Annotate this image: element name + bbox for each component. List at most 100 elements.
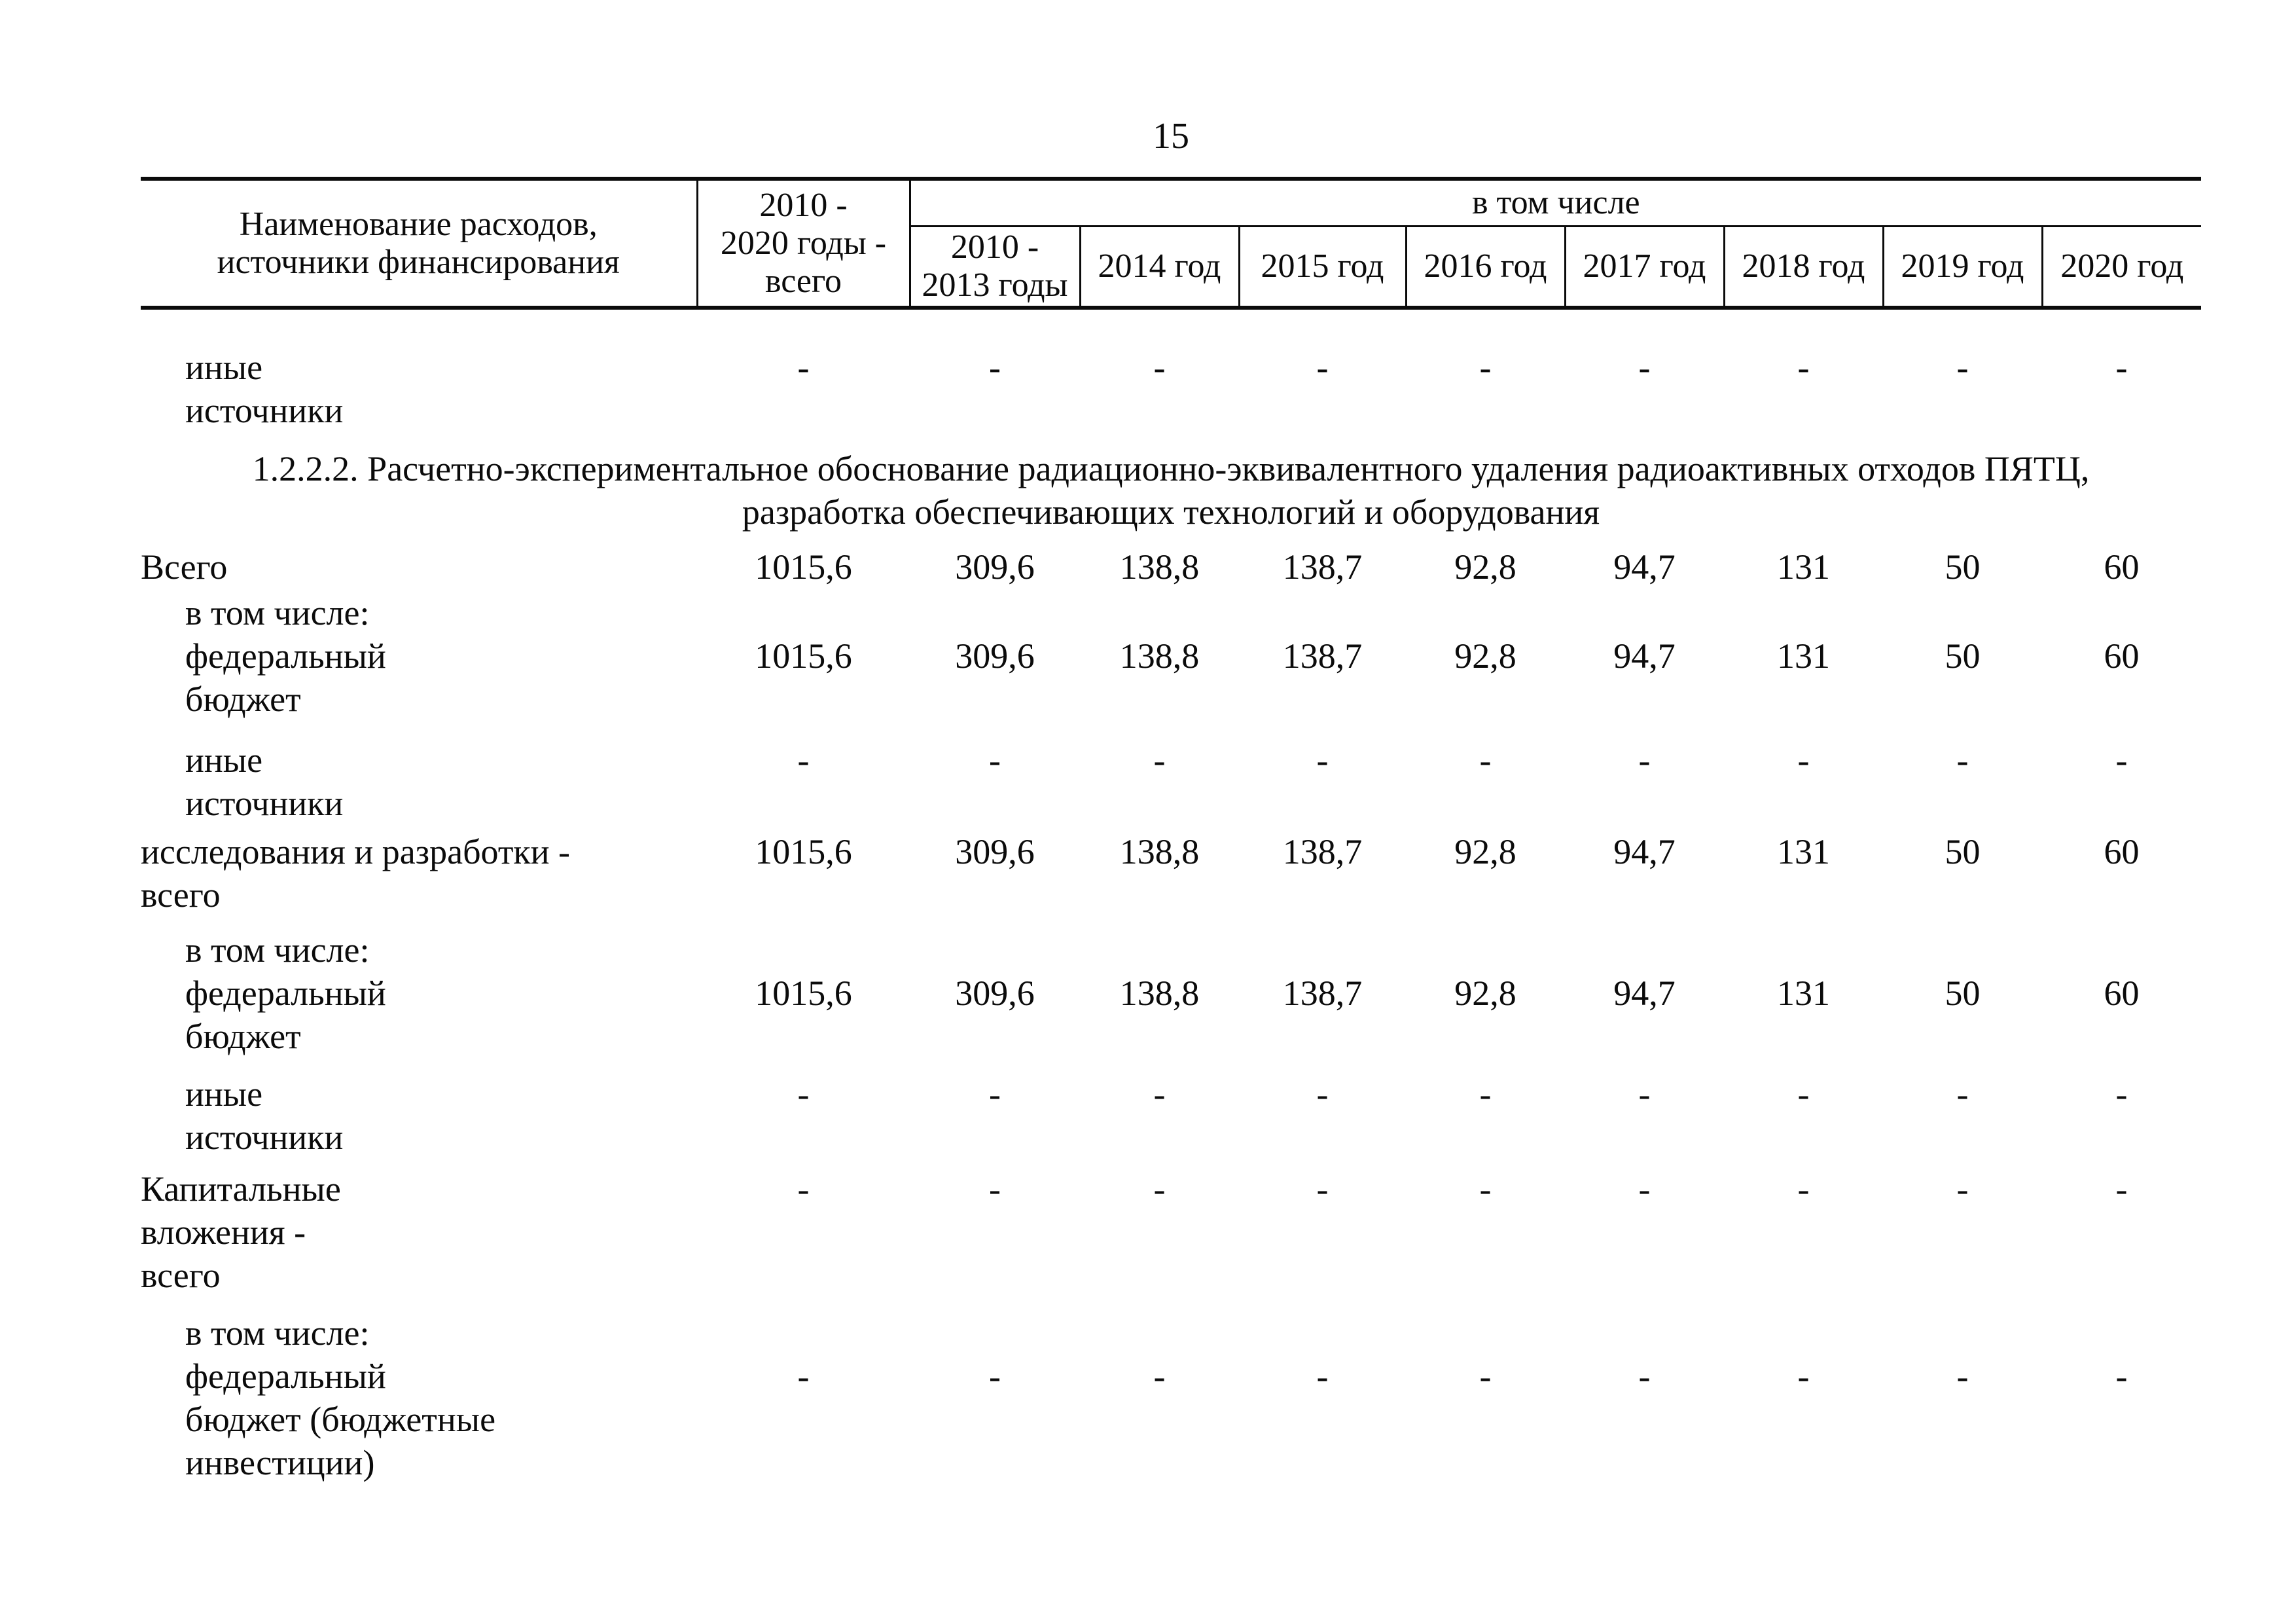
column-header-line: 2010 - — [759, 186, 848, 224]
row-value: - — [1153, 740, 1166, 780]
column-header-2015: 2015 год — [1239, 226, 1407, 308]
column-header-line: источники финансирования — [217, 243, 620, 281]
row-value: 131 — [1777, 832, 1830, 871]
row-value: 50 — [1945, 832, 1981, 871]
row-value: 1015,6 — [755, 974, 852, 1013]
row-value: - — [989, 348, 1001, 387]
row-value: 138,8 — [1119, 832, 1200, 871]
table-row: в том числе: федеральный бюджет 1015,6 309,6… — [141, 928, 2201, 1058]
row-value: 138,7 — [1282, 547, 1363, 587]
row-value: - — [2115, 348, 2128, 387]
row-label-line: исследования и разработки - — [141, 832, 571, 871]
row-value: 138,7 — [1282, 636, 1363, 676]
row-value: - — [797, 348, 810, 387]
column-header-2014: 2014 год — [1080, 226, 1240, 308]
row-value: - — [1638, 1074, 1651, 1114]
row-value: - — [1797, 1357, 1810, 1396]
row-value: - — [1153, 1169, 1166, 1209]
row-value: 92,8 — [1454, 547, 1516, 587]
row-label-line: иные — [185, 348, 263, 387]
column-header-2019: 2019 год — [1883, 226, 2043, 308]
row-value: - — [1956, 1357, 1969, 1396]
row-label: Капитальные вложения - всего — [141, 1167, 697, 1297]
row-value: 94,7 — [1613, 974, 1676, 1013]
row-label-line: источники — [185, 391, 344, 430]
expenses-table-header: Наименование расходов, источники финанси… — [141, 177, 2202, 310]
row-value: - — [1797, 1169, 1810, 1209]
row-value: - — [1956, 1074, 1969, 1114]
row-value: - — [2115, 1357, 2128, 1396]
column-header-line: 2020 годы - — [720, 224, 887, 262]
row-label-line: федеральный — [185, 1357, 386, 1396]
column-header-2010-2013: 2010 - 2013 годы — [910, 226, 1081, 308]
row-value: - — [1638, 740, 1651, 780]
row-value: - — [1316, 740, 1329, 780]
row-value: - — [989, 1169, 1001, 1209]
row-label: иные источники — [141, 346, 697, 432]
row-value: - — [1956, 348, 1969, 387]
row-label-line: вложения - — [141, 1213, 306, 1252]
row-value: 92,8 — [1454, 832, 1516, 871]
column-header-line: всего — [764, 262, 842, 300]
row-value: 60 — [2104, 832, 2140, 871]
row-label-line: бюджет (бюджетные — [185, 1400, 496, 1439]
row-value: - — [1638, 1169, 1651, 1209]
row-label: Всего — [141, 545, 697, 589]
section-heading-line: 1.2.2.2. Расчетно-экспериментальное обос… — [252, 449, 2090, 488]
table-row: иные источники - - - - - - - - - — [141, 739, 2201, 825]
section-heading-line: разработка обеспечивающих технологий и о… — [742, 492, 1600, 532]
row-value: 92,8 — [1454, 636, 1516, 676]
row-label-line: инвестиции) — [185, 1443, 375, 1482]
row-value: - — [1316, 1169, 1329, 1209]
row-value: 60 — [2104, 636, 2140, 676]
row-value: 138,7 — [1282, 832, 1363, 871]
column-header-2016: 2016 год — [1406, 226, 1566, 308]
row-value: - — [1316, 1074, 1329, 1114]
row-value: - — [1153, 1074, 1166, 1114]
table-row: в том числе: федеральный бюджет (бюджетные… — [141, 1311, 2201, 1484]
row-value: 138,8 — [1119, 636, 1200, 676]
row-value: - — [1479, 740, 1492, 780]
row-value: 1015,6 — [755, 547, 852, 587]
row-value: - — [2115, 1169, 2128, 1209]
row-label-line: источники — [185, 1118, 344, 1157]
row-value: - — [797, 1357, 810, 1396]
row-label-line: иные — [185, 740, 263, 780]
row-value: 50 — [1945, 547, 1981, 587]
column-header-line: Наименование расходов, — [239, 205, 598, 243]
row-label: иные источники — [141, 739, 697, 825]
table-row: иные источники - - - - - - - - - — [141, 346, 2201, 432]
row-label-line: в том числе: — [185, 930, 370, 970]
row-value: - — [2115, 740, 2128, 780]
row-label-line: всего — [141, 1256, 221, 1295]
row-value: - — [1479, 1357, 1492, 1396]
column-header-line: 2013 годы — [922, 266, 1068, 304]
row-value: - — [797, 740, 810, 780]
row-value: - — [1797, 348, 1810, 387]
row-label-line: в том числе: — [185, 593, 370, 632]
row-value: 309,6 — [955, 636, 1035, 676]
column-header-2020: 2020 год — [2060, 247, 2184, 285]
row-value: - — [1797, 1074, 1810, 1114]
row-label-line: бюджет — [185, 680, 301, 719]
row-value: - — [1638, 348, 1651, 387]
row-value: - — [1153, 348, 1166, 387]
row-value: 138,7 — [1282, 974, 1363, 1013]
row-value: 94,7 — [1613, 832, 1676, 871]
row-value: - — [797, 1169, 810, 1209]
row-label-line: федеральный — [185, 974, 386, 1013]
row-value: 309,6 — [955, 974, 1035, 1013]
row-label: в том числе: федеральный бюджет — [141, 928, 697, 1058]
row-value: 94,7 — [1613, 547, 1676, 587]
row-value: - — [1479, 348, 1492, 387]
expenses-table-body: иные источники - - - - - - - - - 1.2.2.2. Расчетно-… — [141, 302, 2201, 1484]
row-label-line: источники — [185, 784, 344, 823]
row-value: 131 — [1777, 547, 1830, 587]
row-value: 138,8 — [1119, 974, 1200, 1013]
row-value: 60 — [2104, 547, 2140, 587]
row-label-line: Капитальные — [141, 1169, 341, 1209]
row-value: 50 — [1945, 974, 1981, 1013]
row-value: - — [1956, 740, 1969, 780]
row-label-line: бюджет — [185, 1017, 301, 1056]
row-value: - — [2115, 1074, 2128, 1114]
